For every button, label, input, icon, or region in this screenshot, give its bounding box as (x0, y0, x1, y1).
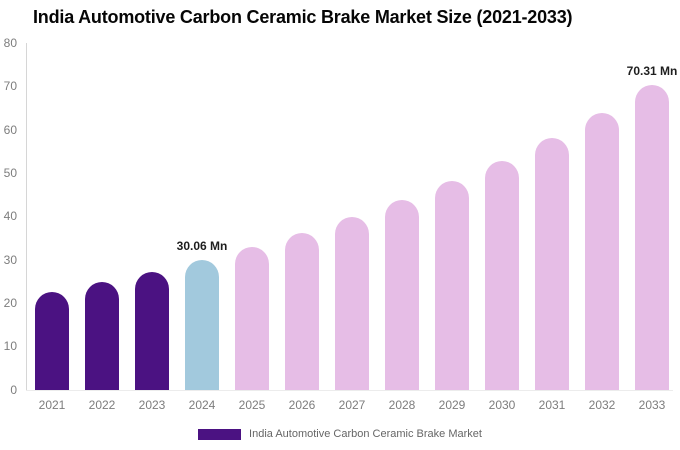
x-axis-label-2022: 2022 (88, 398, 116, 412)
x-axis-label-2021: 2021 (38, 398, 66, 412)
bar-2026 (285, 232, 319, 390)
y-axis-line (26, 43, 27, 390)
x-axis-label-2029: 2029 (438, 398, 466, 412)
x-axis-line (26, 390, 673, 391)
x-axis-label-2033: 2033 (638, 398, 666, 412)
x-axis-label-2032: 2032 (588, 398, 616, 412)
bar-2029 (435, 181, 469, 390)
y-tick-label-80: 80 (3, 36, 17, 50)
y-tick-label-40: 40 (3, 209, 17, 224)
x-axis-label-2028: 2028 (388, 398, 416, 412)
bar-2025 (235, 246, 269, 390)
y-tick-label-50: 50 (3, 165, 17, 180)
bar-value-label-2024: 30.06 Mn (176, 238, 228, 253)
bar-2030 (485, 160, 519, 390)
x-axis-label-2025: 2025 (238, 398, 266, 412)
bar-2024 (185, 259, 219, 390)
bar-2033 (635, 85, 669, 390)
y-tick-label-10: 10 (3, 339, 17, 354)
bar-2021 (35, 291, 69, 390)
bar-2031 (535, 137, 569, 390)
bar-2022 (85, 282, 119, 390)
x-axis-label-2031: 2031 (538, 398, 566, 412)
y-tick-label-20: 20 (3, 295, 17, 310)
legend: India Automotive Carbon Ceramic Brake Ma… (0, 426, 680, 442)
y-tick-label-30: 30 (3, 252, 17, 267)
x-axis-label-2026: 2026 (288, 398, 316, 412)
bar-2023 (135, 271, 169, 390)
x-axis-label-2030: 2030 (488, 398, 516, 412)
legend-swatch (198, 428, 242, 440)
bar-2032 (585, 112, 619, 390)
y-tick-label-70: 70 (3, 79, 17, 94)
x-axis-label-2024: 2024 (188, 398, 216, 412)
bar-2028 (385, 200, 419, 390)
y-tick-label-0: 0 (10, 382, 17, 397)
x-axis-label-2023: 2023 (138, 398, 166, 412)
x-axis-label-2027: 2027 (338, 398, 366, 412)
chart-title: India Automotive Carbon Ceramic Brake Ma… (33, 7, 573, 27)
bar-2027 (335, 217, 369, 390)
bar-value-label-2033: 70.31 Mn (626, 64, 678, 79)
legend-label: India Automotive Carbon Ceramic Brake Ma… (249, 428, 482, 440)
y-tick-label-60: 60 (3, 122, 17, 137)
